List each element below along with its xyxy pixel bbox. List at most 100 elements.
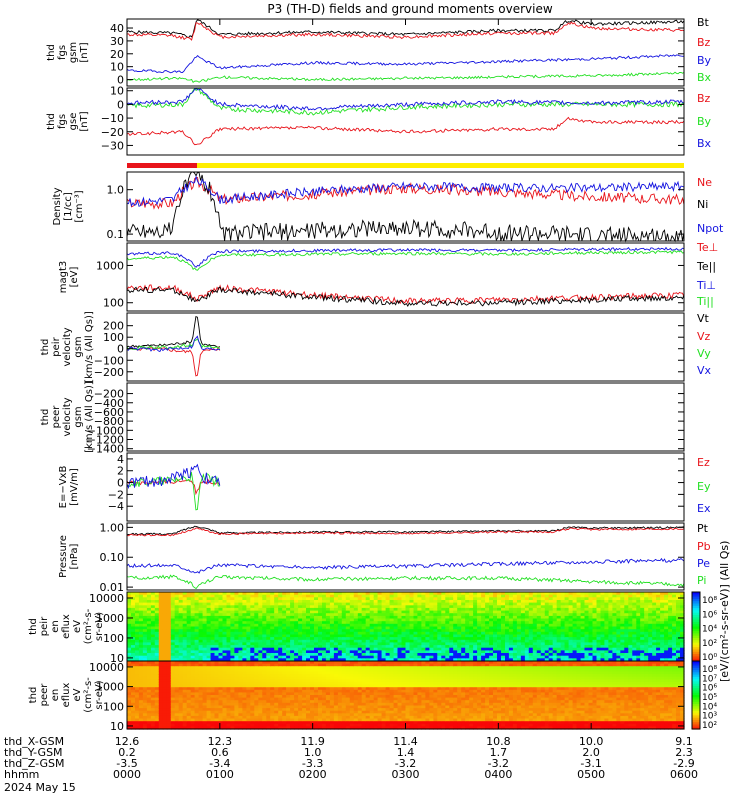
axis-row-value: 1.7 — [490, 746, 508, 759]
axis-row-value: 0300 — [392, 768, 420, 781]
ytick-label: 30 — [110, 35, 124, 48]
colorbar-tick: 10⁸ — [702, 665, 717, 675]
axis-row-value: 2.3 — [675, 746, 693, 759]
date-label: 2024 May 15 — [4, 781, 76, 794]
ylabel-line: (cm²-s- — [83, 677, 94, 713]
time-axis: thd_X-GSM 12.6 12.3 11.9 11.4 10.8 10.0 9.1 thd_… — [4, 19, 698, 794]
colorbar-tick: 10⁸ — [702, 596, 717, 606]
axis-row-value: 10.0 — [579, 735, 604, 748]
legend-Vx: Vx — [697, 364, 712, 377]
ytick-label: 0.10 — [100, 551, 125, 564]
series-Pt — [126, 525, 685, 536]
colorbar-tick: 10⁶ — [702, 684, 717, 694]
panel-6: −1400−1200−1000−800−600−400−200 thd peer ve… — [40, 381, 685, 456]
ytick-label: 1000 — [96, 259, 124, 272]
legend-Vz: Vz — [697, 330, 711, 343]
colorbar-tick: 10³ — [702, 712, 717, 722]
ylabel-line: [nT] — [79, 111, 90, 131]
axis-row-value: 0100 — [206, 768, 234, 781]
axis-row-value: -3.4 — [209, 757, 230, 770]
legend-Te||: Te|| — [696, 260, 716, 273]
ytick-label: −400 — [94, 397, 124, 410]
axis-row-value: -3.5 — [116, 757, 137, 770]
legend-Ni: Ni — [697, 198, 708, 211]
ylabel-line: [km/s (All Qs)] — [84, 381, 95, 453]
legend-Vt: Vt — [697, 312, 710, 325]
ytick-label: 100 — [103, 700, 124, 713]
ylabel-line: peir — [51, 336, 62, 356]
ytick-label: 1000 — [96, 612, 124, 625]
colorbar-2 — [691, 660, 701, 730]
ytick-label: 1.00 — [100, 521, 125, 534]
ytick-label: −1400 — [87, 443, 124, 456]
ytick-label: −1000 — [87, 424, 124, 437]
series-Bz — [126, 21, 685, 41]
colorbar-tick: 10⁷ — [702, 674, 717, 684]
ylabel-line: eflux — [61, 614, 72, 639]
panel-frame — [126, 242, 685, 312]
ylabel-line: fgs — [57, 114, 68, 129]
panel-frame — [126, 312, 685, 382]
legend-Bz: Bz — [697, 36, 711, 49]
ylabel-line: Pressure — [58, 535, 69, 578]
ylabel-line: eflux — [61, 683, 72, 708]
colorbar-tick: 10² — [702, 639, 717, 649]
axis-row-value: -3.3 — [302, 757, 323, 770]
axis-row-value: 0600 — [670, 768, 698, 781]
panel-7: Ez Ey Ex −4−2024 E=−VxB [mV/m] — [58, 452, 711, 522]
series-Pi — [126, 574, 685, 590]
series-Bx — [126, 87, 685, 111]
series-Bz — [126, 116, 685, 146]
ylabel-line: sr-eV) — [94, 612, 105, 641]
series-Ni — [126, 171, 685, 243]
ylabel-line: peer — [39, 683, 50, 707]
legend-Bz: Bz — [697, 92, 711, 105]
ylabel-line: peer — [51, 405, 62, 429]
series-Npot — [126, 175, 685, 208]
panel-frame — [126, 171, 685, 242]
series-Vx — [126, 335, 220, 353]
ylabel-line: sr-eV) — [94, 680, 105, 709]
colorbar-tick: 10² — [702, 721, 717, 731]
series-Pe — [126, 557, 685, 574]
ytick-label: −2 — [108, 488, 124, 501]
axis-row-value: 2.0 — [582, 746, 600, 759]
series-Ey — [126, 472, 220, 511]
panel-frame — [126, 452, 685, 522]
panel-frame — [126, 522, 685, 591]
ylabel-line: [nPa] — [69, 543, 80, 569]
ylabel-line: gsm — [68, 42, 79, 63]
legend-Ti||: Ti|| — [696, 295, 714, 308]
ylabel-line: thd — [28, 687, 39, 704]
axis-row-value: 0400 — [484, 768, 512, 781]
colorbar-tick: 10⁴ — [702, 702, 717, 712]
ylabel-line: thd — [40, 339, 51, 356]
ylabel-line: eV — [72, 620, 83, 633]
legend-Bt: Bt — [697, 16, 710, 29]
ytick-label: 0.1 — [107, 228, 125, 241]
series-By — [126, 54, 685, 74]
ylabel-line: [1/cc] — [63, 192, 74, 221]
ylabel-line: [km/s (All Qs)] — [84, 311, 95, 383]
ytick-label: 10 — [110, 85, 124, 98]
ytick-label: 0 — [117, 98, 124, 111]
axis-row-value: 1.4 — [397, 746, 415, 759]
ylabel-line: [eV] — [69, 267, 80, 288]
series-Ez — [126, 478, 221, 496]
legend-Bx: Bx — [697, 137, 712, 150]
series-Vz — [126, 346, 221, 377]
figure-title: P3 (TH-D) fields and ground moments over… — [267, 2, 552, 16]
colorbar-tick: 10⁵ — [702, 693, 717, 703]
ytick-label: 200 — [103, 320, 124, 333]
ytick-label: 0 — [117, 343, 124, 356]
ytick-label: −600 — [94, 406, 124, 419]
ytick-label: −30 — [101, 139, 124, 152]
ylabel-line: thd — [40, 409, 51, 426]
ylabel-line: gsm — [73, 336, 84, 357]
panel-8: Pt Pb Pe Pi 0.01 0.10 1.00 Pressure [nPa] — [58, 521, 711, 594]
